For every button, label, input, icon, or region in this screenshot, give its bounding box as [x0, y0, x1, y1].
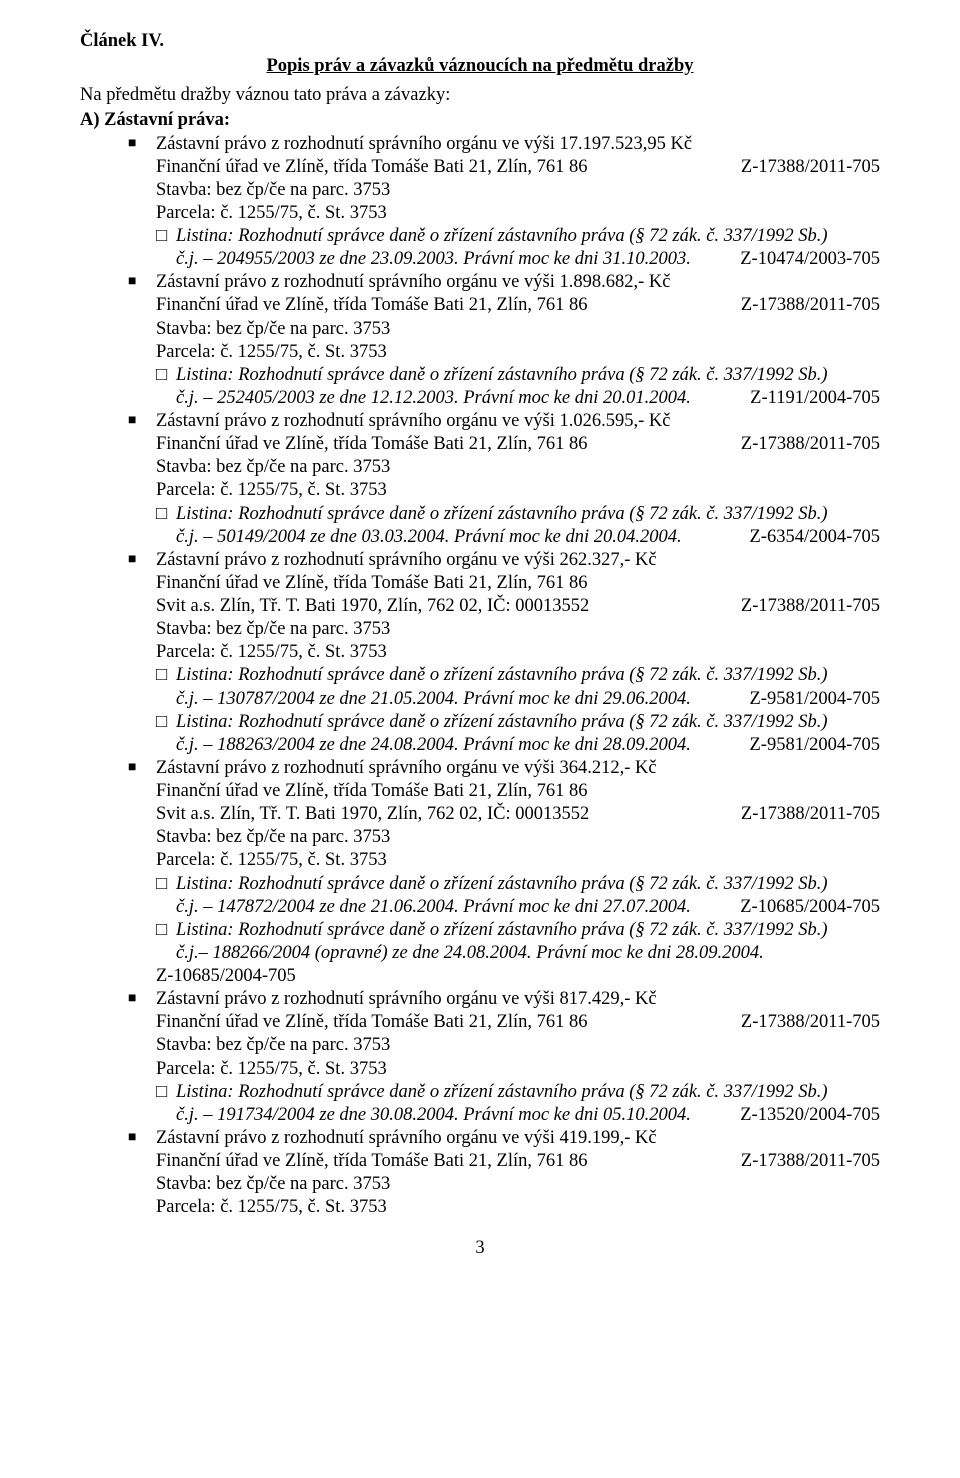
listina-line: Listina: Rozhodnutí správce daně o zříze…: [156, 919, 880, 942]
parcela-line: Parcela: č. 1255/75, č. St. 3753: [156, 202, 880, 225]
listina-line: Listina: Rozhodnutí správce daně o zříze…: [156, 664, 880, 687]
cj-line: č.j. – 147872/2004 ze dne 21.06.2004. Pr…: [176, 896, 691, 919]
item-head: Zástavní právo z rozhodnutí správního or…: [156, 549, 880, 572]
item-head: Zástavní právo z rozhodnutí správního or…: [156, 1127, 880, 1150]
z-number: Z-10474/2003-705: [740, 248, 880, 271]
parcela-line: Parcela: č. 1255/75, č. St. 3753: [156, 1196, 880, 1219]
item-head: Zástavní právo z rozhodnutí správního or…: [156, 757, 880, 780]
cj-line: č.j. – 50149/2004 ze dne 03.03.2004. Prá…: [176, 526, 682, 549]
fu-line: Finanční úřad ve Zlíně, třída Tomáše Bat…: [156, 294, 741, 317]
z-number: Z-17388/2011-705: [741, 1011, 880, 1034]
z-number: Z-17388/2011-705: [741, 156, 880, 179]
page: Článek IV. Popis práv a závazků váznoucí…: [0, 0, 960, 1281]
z-number: Z-9581/2004-705: [749, 734, 880, 757]
stavba-line: Stavba: bez čp/če na parc. 3753: [156, 618, 880, 641]
listina-line: Listina: Rozhodnutí správce daně o zříze…: [156, 364, 880, 387]
list-item: Zástavní právo z rozhodnutí správního or…: [128, 549, 880, 757]
listina-line: Listina: Rozhodnutí správce daně o zříze…: [156, 711, 880, 734]
cj-line: č.j. – 191734/2004 ze dne 30.08.2004. Pr…: [176, 1104, 691, 1127]
section-a-heading: A) Zástavní práva:: [80, 109, 880, 132]
zastavni-list: Zástavní právo z rozhodnutí správního or…: [80, 133, 880, 1220]
parcela-line: Parcela: č. 1255/75, č. St. 3753: [156, 479, 880, 502]
fu-line: Finanční úřad ve Zlíně, třída Tomáše Bat…: [156, 1011, 741, 1034]
parcela-line: Parcela: č. 1255/75, č. St. 3753: [156, 641, 880, 664]
z-number: Z-17388/2011-705: [741, 433, 880, 456]
cj-line: č.j.– 188266/2004 (opravné) ze dne 24.08…: [176, 942, 764, 965]
article-heading: Článek IV.: [80, 30, 880, 53]
item-head: Zástavní právo z rozhodnutí správního or…: [156, 410, 880, 433]
z-number: Z-10685/2004-705: [156, 965, 880, 988]
intro-line: Na předmětu dražby váznou tato práva a z…: [80, 84, 880, 107]
z-number: Z-17388/2011-705: [741, 1150, 880, 1173]
article-title: Popis práv a závazků váznoucích na předm…: [80, 55, 880, 78]
parcela-line: Parcela: č. 1255/75, č. St. 3753: [156, 1058, 880, 1081]
stavba-line: Stavba: bez čp/če na parc. 3753: [156, 826, 880, 849]
cj-line: č.j. – 204955/2003 ze dne 23.09.2003. Pr…: [176, 248, 691, 271]
list-item: Zástavní právo z rozhodnutí správního or…: [128, 271, 880, 410]
fu-line: Finanční úřad ve Zlíně, třída Tomáše Bat…: [156, 156, 741, 179]
parcela-line: Parcela: č. 1255/75, č. St. 3753: [156, 849, 880, 872]
z-number: Z-1191/2004-705: [750, 387, 880, 410]
fu-line: Finanční úřad ve Zlíně, třída Tomáše Bat…: [156, 572, 880, 595]
z-number: Z-17388/2011-705: [741, 803, 880, 826]
item-head: Zástavní právo z rozhodnutí správního or…: [156, 271, 880, 294]
list-item: Zástavní právo z rozhodnutí správního or…: [128, 988, 880, 1127]
listina-line: Listina: Rozhodnutí správce daně o zříze…: [156, 873, 880, 896]
list-item: Zástavní právo z rozhodnutí správního or…: [128, 757, 880, 988]
cj-line: č.j. – 188263/2004 ze dne 24.08.2004. Pr…: [176, 734, 691, 757]
stavba-line: Stavba: bez čp/če na parc. 3753: [156, 1173, 880, 1196]
stavba-line: Stavba: bez čp/če na parc. 3753: [156, 456, 880, 479]
svit-line: Svit a.s. Zlín, Tř. T. Bati 1970, Zlín, …: [156, 803, 741, 826]
z-number: Z-10685/2004-705: [740, 896, 880, 919]
fu-line: Finanční úřad ve Zlíně, třída Tomáše Bat…: [156, 1150, 741, 1173]
fu-line: Finanční úřad ve Zlíně, třída Tomáše Bat…: [156, 780, 880, 803]
listina-line: Listina: Rozhodnutí správce daně o zříze…: [156, 503, 880, 526]
z-number: Z-13520/2004-705: [740, 1104, 880, 1127]
fu-line: Finanční úřad ve Zlíně, třída Tomáše Bat…: [156, 433, 741, 456]
cj-line: č.j. – 130787/2004 ze dne 21.05.2004. Pr…: [176, 688, 691, 711]
list-item: Zástavní právo z rozhodnutí správního or…: [128, 1127, 880, 1220]
z-number: Z-17388/2011-705: [741, 294, 880, 317]
z-number: Z-17388/2011-705: [741, 595, 880, 618]
stavba-line: Stavba: bez čp/če na parc. 3753: [156, 1034, 880, 1057]
cj-line: č.j. – 252405/2003 ze dne 12.12.2003. Pr…: [176, 387, 691, 410]
z-number: Z-9581/2004-705: [749, 688, 880, 711]
page-number: 3: [80, 1237, 880, 1260]
listina-line: Listina: Rozhodnutí správce daně o zříze…: [156, 1081, 880, 1104]
svit-line: Svit a.s. Zlín, Tř. T. Bati 1970, Zlín, …: [156, 595, 741, 618]
stavba-line: Stavba: bez čp/če na parc. 3753: [156, 318, 880, 341]
stavba-line: Stavba: bez čp/če na parc. 3753: [156, 179, 880, 202]
item-head: Zástavní právo z rozhodnutí správního or…: [156, 988, 880, 1011]
listina-line: Listina: Rozhodnutí správce daně o zříze…: [156, 225, 880, 248]
z-number: Z-6354/2004-705: [749, 526, 880, 549]
list-item: Zástavní právo z rozhodnutí správního or…: [128, 410, 880, 549]
list-item: Zástavní právo z rozhodnutí správního or…: [128, 133, 880, 272]
parcela-line: Parcela: č. 1255/75, č. St. 3753: [156, 341, 880, 364]
item-head: Zástavní právo z rozhodnutí správního or…: [156, 133, 880, 156]
